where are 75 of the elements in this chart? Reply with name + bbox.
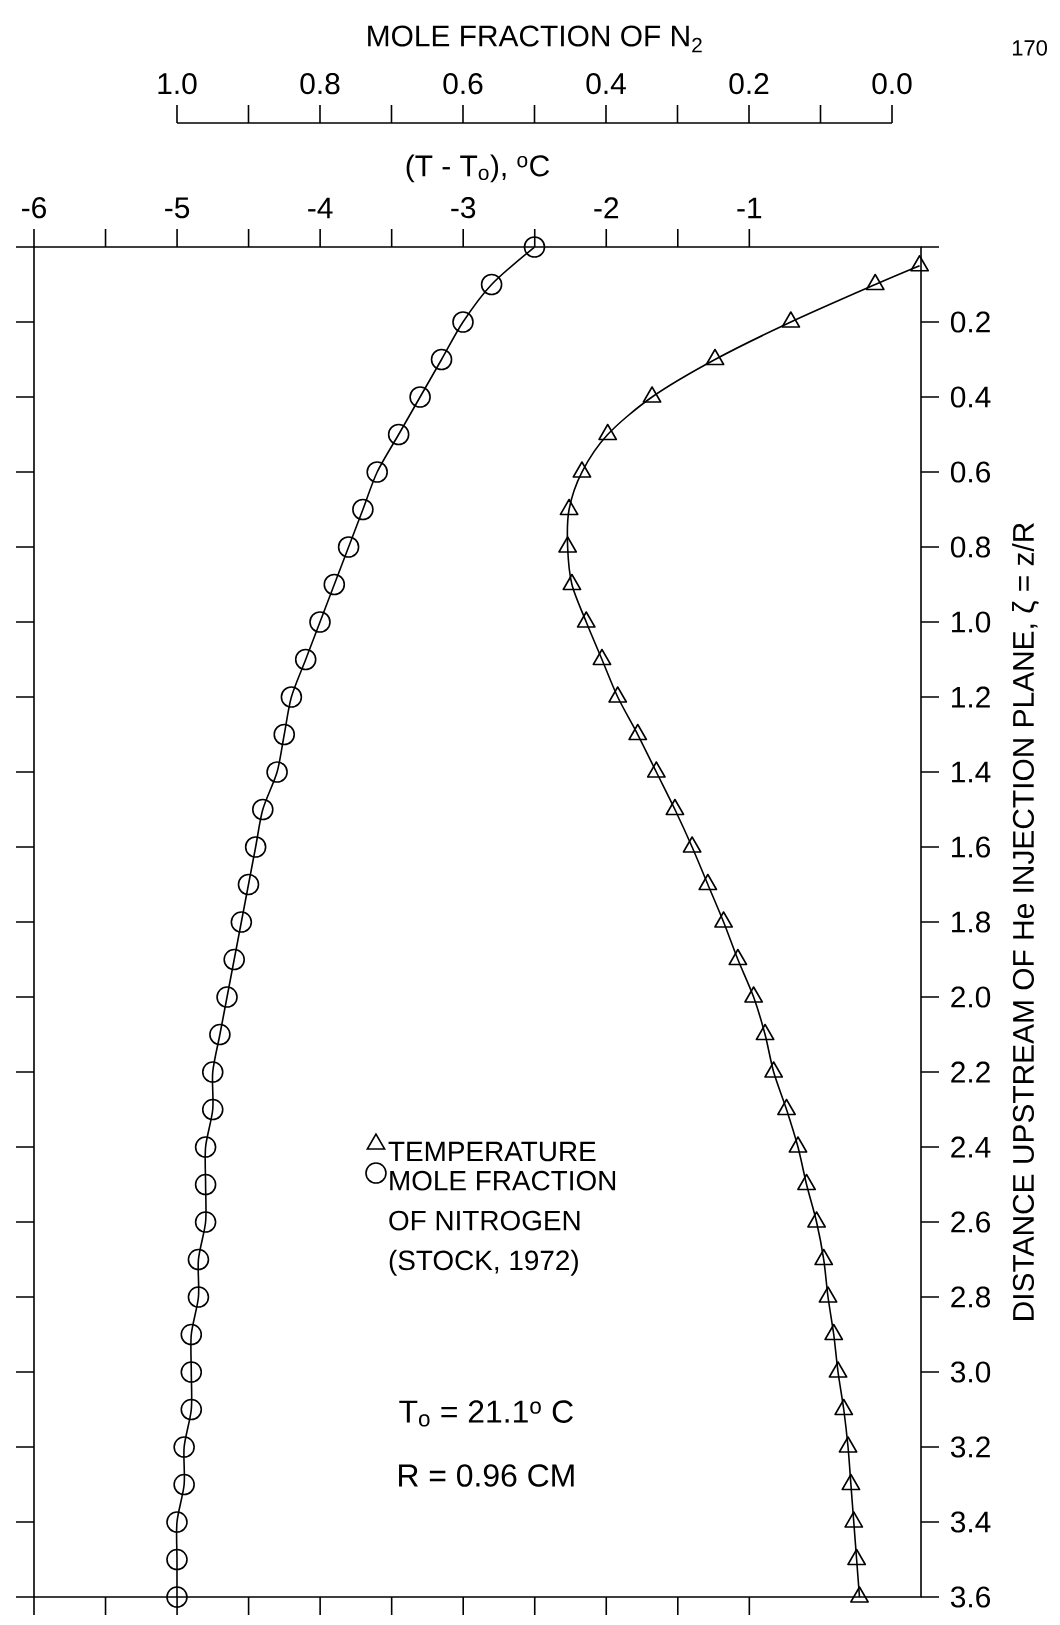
- y-tick-label: 0.2: [950, 311, 990, 333]
- x2-tick-label: 0.2: [729, 73, 769, 95]
- x2-tick-label: 0.4: [586, 73, 626, 95]
- annotation: T$_{o}$ = 21.1$^{o}$ C: [399, 1400, 573, 1427]
- x-axis-title: (T - T$_{o}$), $^{o}$C: [406, 154, 550, 183]
- annotation: R = 0.96 CM: [399, 1464, 574, 1487]
- y-tick-label: 2.2: [951, 1061, 990, 1083]
- y-axis-title: DISTANCE UPSTREAM OF He INJECTION PLANE, ζ = z/R: [1012, 523, 1039, 1320]
- point: [850, 1586, 869, 1603]
- x-tick-label: -2: [594, 197, 619, 219]
- point: [714, 911, 734, 928]
- point: [824, 1323, 844, 1341]
- point: [841, 1473, 861, 1491]
- point: [777, 1098, 796, 1116]
- point: [788, 1136, 808, 1153]
- y-tick-label: 3.6: [950, 1586, 991, 1608]
- y-tick-label: 1.4: [952, 761, 991, 783]
- point: [598, 423, 618, 441]
- point: [562, 573, 582, 591]
- point: [682, 836, 702, 853]
- point: [646, 761, 666, 778]
- point: [828, 1361, 848, 1378]
- y-tick-label: 3.2: [950, 1436, 990, 1458]
- point: [628, 723, 648, 741]
- point: [834, 1398, 854, 1416]
- y-tick-label: 0.8: [950, 536, 991, 558]
- point: [558, 536, 578, 553]
- point: [698, 873, 718, 891]
- point: [705, 348, 725, 366]
- point: [865, 273, 885, 291]
- x-tick-label: -6: [22, 197, 46, 219]
- point: [814, 1248, 834, 1266]
- point: [744, 986, 764, 1003]
- y-tick-label: 1.0: [952, 611, 991, 633]
- point: [847, 1548, 867, 1566]
- point: [910, 254, 930, 272]
- y-tick-label: 1.6: [952, 836, 991, 858]
- y-tick-label: 2.0: [951, 986, 991, 1008]
- point: [559, 498, 579, 516]
- y-tick-label: 1.2: [952, 686, 990, 708]
- point: [844, 1511, 864, 1528]
- x2-tick-label: 1.0: [158, 73, 197, 95]
- y-tick-label: 3.4: [950, 1511, 991, 1533]
- x-tick-label: -1: [737, 197, 762, 219]
- x2-tick-label: 0.8: [300, 73, 340, 95]
- x2-tick-label: 0.0: [872, 73, 912, 95]
- point: [797, 1173, 817, 1191]
- point: [781, 311, 801, 328]
- point: [818, 1286, 838, 1303]
- point: [755, 1023, 775, 1041]
- point: [764, 1061, 784, 1078]
- y-tick-label: 2.4: [951, 1136, 991, 1158]
- text: 170: [1012, 40, 1047, 56]
- legend-label: MOLE FRACTION OF NITROGEN (STOCK, 1972): [389, 1170, 616, 1276]
- point: [728, 948, 748, 966]
- point: [576, 611, 596, 628]
- x-tick-label: -4: [308, 197, 333, 219]
- y-tick-label: 3.0: [950, 1361, 991, 1383]
- point: [807, 1211, 827, 1228]
- y-tick-label: 0.4: [950, 386, 991, 408]
- x-tick-label: -3: [451, 197, 476, 219]
- point: [642, 386, 662, 403]
- y-tick-label: 2.6: [951, 1211, 991, 1233]
- x2-axis-title: MOLE FRACTION OF N$_{2}$: [368, 25, 702, 53]
- y-tick-label: 0.6: [950, 461, 991, 483]
- point: [572, 461, 592, 478]
- point: [665, 798, 685, 816]
- legend-label: TEMPERATURE: [388, 1141, 596, 1162]
- y-tick-label: 2.8: [951, 1286, 991, 1308]
- point: [838, 1436, 858, 1453]
- x-tick-label: -5: [165, 197, 190, 219]
- y-tick-label: 1.8: [952, 911, 991, 933]
- point: [608, 686, 628, 703]
- point: [592, 648, 612, 666]
- x2-tick-label: 0.6: [443, 73, 483, 95]
